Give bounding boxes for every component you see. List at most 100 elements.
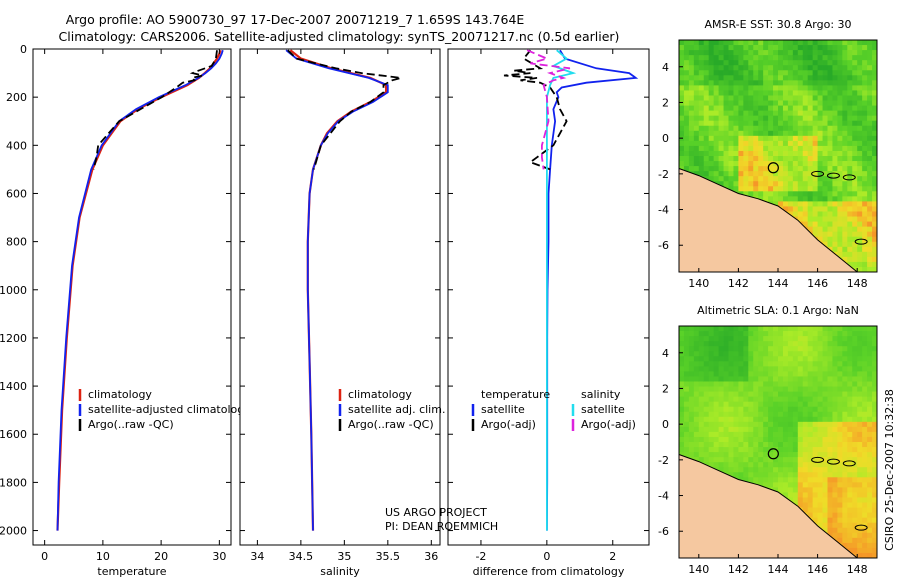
map-cell — [738, 135, 744, 142]
map-cell — [723, 447, 729, 453]
map-cell — [822, 105, 828, 112]
map-cell — [688, 346, 695, 352]
map-cell — [733, 411, 739, 418]
map-cell — [703, 135, 710, 142]
map-cell — [773, 416, 779, 423]
map-cell — [817, 426, 823, 433]
map-cell — [748, 135, 754, 142]
map-cell — [867, 171, 873, 177]
map-cell — [773, 40, 779, 46]
map-cell — [817, 351, 823, 357]
map-cell — [679, 346, 685, 352]
map-cell — [852, 60, 858, 66]
map-cell — [738, 176, 744, 182]
map-cell — [773, 156, 779, 162]
map-cell — [713, 426, 719, 433]
map-cell — [763, 477, 769, 483]
map-cell — [693, 115, 700, 122]
map-cell — [773, 341, 779, 347]
map-cell — [807, 226, 814, 233]
map-cell — [867, 522, 873, 529]
map-cell — [872, 547, 878, 554]
map-cell — [758, 125, 764, 132]
map-cell — [802, 331, 809, 337]
map-cell — [748, 426, 754, 433]
map-cell — [867, 426, 873, 433]
plot-frame — [447, 48, 650, 546]
map-cell — [743, 341, 749, 347]
map-cell — [827, 396, 833, 403]
map-cell — [847, 216, 853, 222]
map-cell — [857, 532, 863, 539]
map-cell — [787, 452, 794, 458]
map-cell — [693, 351, 700, 357]
map-cell — [832, 376, 838, 382]
map-cell — [792, 90, 799, 96]
map-cell — [758, 331, 764, 337]
map-cell — [763, 346, 769, 352]
map-cell — [817, 95, 823, 101]
map-cell — [723, 401, 729, 408]
map-cell — [822, 216, 828, 222]
map-cell — [778, 191, 784, 197]
map-cell — [807, 120, 814, 127]
map-cell — [852, 85, 858, 91]
map-cell — [807, 366, 814, 372]
map-cell — [837, 331, 843, 337]
map-cell — [773, 125, 779, 132]
map-cell — [758, 346, 764, 352]
map-cell — [713, 396, 719, 403]
map-cell — [797, 55, 804, 61]
map-y-tick-label: 2 — [662, 96, 669, 109]
map-cell — [778, 331, 784, 337]
map-cell — [797, 130, 804, 137]
island-outline — [811, 456, 825, 463]
map-cell — [862, 467, 868, 473]
map-cell — [728, 60, 734, 66]
map-cell — [758, 436, 764, 443]
map-cell — [832, 331, 838, 337]
map-x-tick-label: 148 — [847, 277, 868, 290]
map-cell — [718, 50, 724, 56]
map-cell — [847, 542, 853, 549]
map-cell — [857, 251, 863, 258]
map-cell — [822, 95, 828, 101]
map-cell — [683, 326, 690, 332]
map-cell — [688, 50, 695, 56]
map-cell — [812, 467, 818, 473]
map-cell — [723, 391, 729, 398]
map-cell — [832, 40, 838, 46]
map-cell — [753, 55, 759, 61]
map-cell — [822, 125, 828, 132]
map-cell — [787, 436, 794, 443]
map-cell — [832, 211, 838, 217]
map-cell — [693, 161, 700, 167]
map-cell — [693, 40, 700, 46]
map-cell — [812, 376, 818, 382]
map-cell — [703, 70, 710, 76]
map-cell — [872, 497, 878, 503]
map-cell — [778, 45, 784, 51]
map-cell — [782, 482, 789, 488]
map-cell — [792, 196, 799, 202]
map-cell — [842, 100, 848, 106]
map-cell — [698, 80, 705, 86]
map-cell — [787, 115, 794, 122]
map-cell — [778, 457, 784, 463]
map-cell — [807, 80, 814, 86]
map-cell — [787, 40, 794, 46]
map-cell — [753, 115, 759, 122]
map-cell — [832, 181, 838, 187]
map-cell — [822, 201, 828, 207]
map-cell — [832, 467, 838, 473]
map-cell — [683, 75, 690, 81]
map-cell — [778, 436, 784, 443]
map-cell — [773, 482, 779, 488]
map-cell — [778, 55, 784, 61]
map-cell — [743, 406, 749, 413]
map-cell — [867, 356, 873, 362]
map-cell — [872, 537, 878, 544]
map-cell — [748, 90, 754, 96]
map-cell — [782, 361, 789, 367]
map-cell — [797, 125, 804, 132]
